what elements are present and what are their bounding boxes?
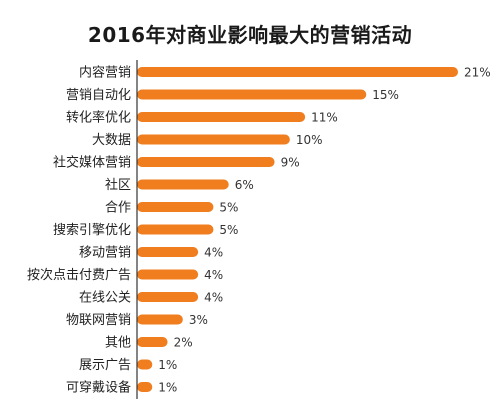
category-label: 在线公关 [79,291,131,306]
category-label: 合作 [105,201,131,216]
category-label: 内容营销 [79,65,131,81]
bar-6 [137,179,229,190]
bar-3 [137,112,306,122]
category-label: 社交媒体营销 [53,155,131,171]
value-label: 1% [158,381,177,395]
value-label: 4% [204,291,223,305]
category-label: 营销自动化 [66,88,131,103]
value-label: 9% [281,156,300,170]
bar-4 [137,134,290,145]
bar-1 [137,67,458,77]
bar-12 [137,314,183,325]
bar-15 [137,382,153,392]
value-label: 5% [219,223,238,237]
category-label: 按次点击付费广告 [27,267,131,283]
category-label: 搜索引擎优化 [53,223,131,238]
bar-2 [137,89,367,100]
value-label: 15% [372,88,399,102]
category-label: 可穿戴设备 [66,380,131,396]
value-label: 5% [219,201,238,215]
chart-title: 2016年对商业影响最大的营销活动 [87,23,413,47]
bar-10 [137,269,199,280]
value-label: 4% [204,268,223,282]
bar-11 [137,292,199,302]
category-label: 物联网营销 [66,313,131,328]
category-label: 大数据 [92,133,131,148]
value-label: 6% [235,178,254,192]
bar-5 [137,157,275,167]
bar-13 [137,337,168,347]
category-label: 移动营销 [79,246,131,261]
value-label: 4% [204,246,223,260]
category-label: 社区 [105,177,131,193]
bar-8 [137,224,214,235]
category-label: 展示广告 [79,358,131,373]
bar-14 [137,359,153,370]
bar-7 [137,202,214,212]
category-label: 其他 [105,336,131,351]
value-label: 21% [464,66,491,80]
bar-9 [137,247,199,257]
category-label: 转化率优化 [66,110,131,126]
value-label: 10% [296,133,323,147]
value-label: 2% [174,336,193,350]
value-label: 3% [189,313,208,327]
value-label: 1% [158,358,177,372]
value-label: 11% [311,111,338,125]
